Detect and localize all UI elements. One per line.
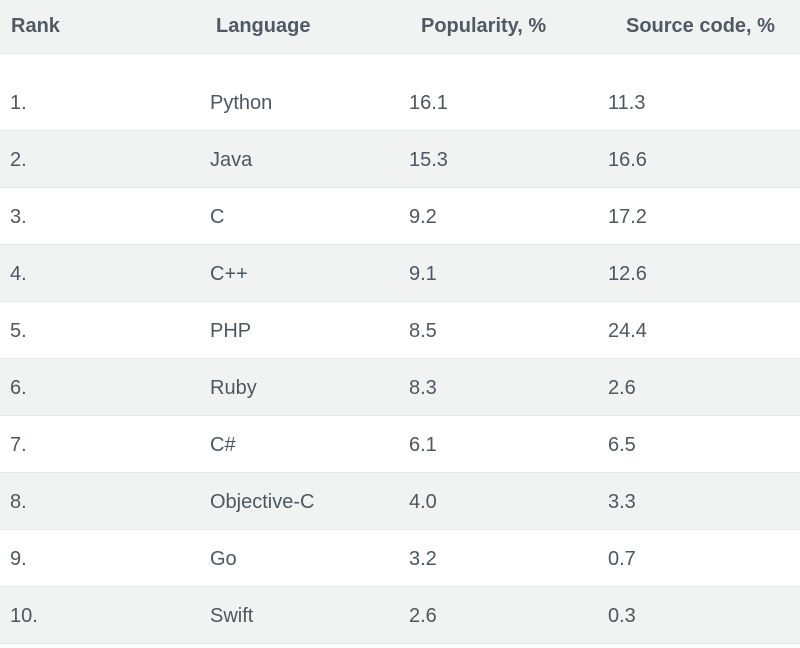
table-row: 3. C 9.2 17.2 <box>0 188 800 245</box>
language-cell: Go <box>210 548 237 570</box>
language-cell: Java <box>210 149 253 171</box>
popularity-cell: 9.1 <box>409 263 437 285</box>
column-header-language[interactable]: Language <box>216 15 311 37</box>
table-row: 9. Go 3.2 0.7 <box>0 530 800 587</box>
language-cell: Swift <box>210 605 254 627</box>
popularity-cell: 8.5 <box>409 320 437 342</box>
source-code-cell: 0.7 <box>608 548 636 570</box>
source-code-cell: 11.3 <box>608 92 646 114</box>
rank-cell: 7. <box>10 434 27 456</box>
popularity-cell: 2.6 <box>409 605 437 627</box>
table-row: 4. C++ 9.1 12.6 <box>0 245 800 302</box>
language-cell: C++ <box>210 263 248 285</box>
popularity-cell: 8.3 <box>409 377 437 399</box>
source-code-cell: 0.3 <box>608 605 636 627</box>
language-cell: Python <box>210 92 273 114</box>
table-row: 2. Java 15.3 16.6 <box>0 131 800 188</box>
rank-cell: 6. <box>10 377 27 399</box>
table-row: 10. Swift 2.6 0.3 <box>0 587 800 644</box>
language-cell: PHP <box>210 320 252 342</box>
rank-cell: 1. <box>10 92 27 114</box>
source-code-cell: 24.4 <box>608 320 647 342</box>
popularity-cell: 15.3 <box>409 149 448 171</box>
table-row: 8. Objective-C 4.0 3.3 <box>0 473 800 530</box>
rank-cell: 4. <box>10 263 27 285</box>
language-cell: Objective-C <box>210 491 315 513</box>
column-header-source-code[interactable]: Source code, % <box>626 15 775 37</box>
rank-cell: 8. <box>10 491 27 513</box>
source-code-cell: 3.3 <box>608 491 636 513</box>
popularity-cell: 6.1 <box>409 434 437 456</box>
language-cell: Ruby <box>210 377 257 399</box>
language-cell: C# <box>210 434 236 456</box>
rank-cell: 10. <box>10 605 38 627</box>
table-header: Rank Language Popularity, % Source code,… <box>0 0 800 54</box>
rank-cell: 5. <box>10 320 27 342</box>
rank-cell: 9. <box>10 548 27 570</box>
popularity-cell: 9.2 <box>409 206 437 228</box>
table-row: 5. PHP 8.5 24.4 <box>0 302 800 359</box>
header-spacer <box>0 54 800 74</box>
popularity-cell: 16.1 <box>409 92 448 114</box>
popularity-cell: 3.2 <box>409 548 437 570</box>
source-code-cell: 6.5 <box>608 434 636 456</box>
rank-cell: 2. <box>10 149 27 171</box>
source-code-cell: 2.6 <box>608 377 636 399</box>
table-row: 7. C# 6.1 6.5 <box>0 416 800 473</box>
language-cell: C <box>210 206 225 228</box>
source-code-cell: 16.6 <box>608 149 647 171</box>
table-row: 1. Python 16.1 11.3 <box>0 74 800 131</box>
popularity-cell: 4.0 <box>409 491 437 513</box>
table-row: 6. Ruby 8.3 2.6 <box>0 359 800 416</box>
column-header-rank[interactable]: Rank <box>11 15 60 37</box>
source-code-cell: 17.2 <box>608 206 647 228</box>
column-header-popularity[interactable]: Popularity, % <box>421 15 547 37</box>
rank-cell: 3. <box>10 206 27 228</box>
source-code-cell: 12.6 <box>608 263 647 285</box>
